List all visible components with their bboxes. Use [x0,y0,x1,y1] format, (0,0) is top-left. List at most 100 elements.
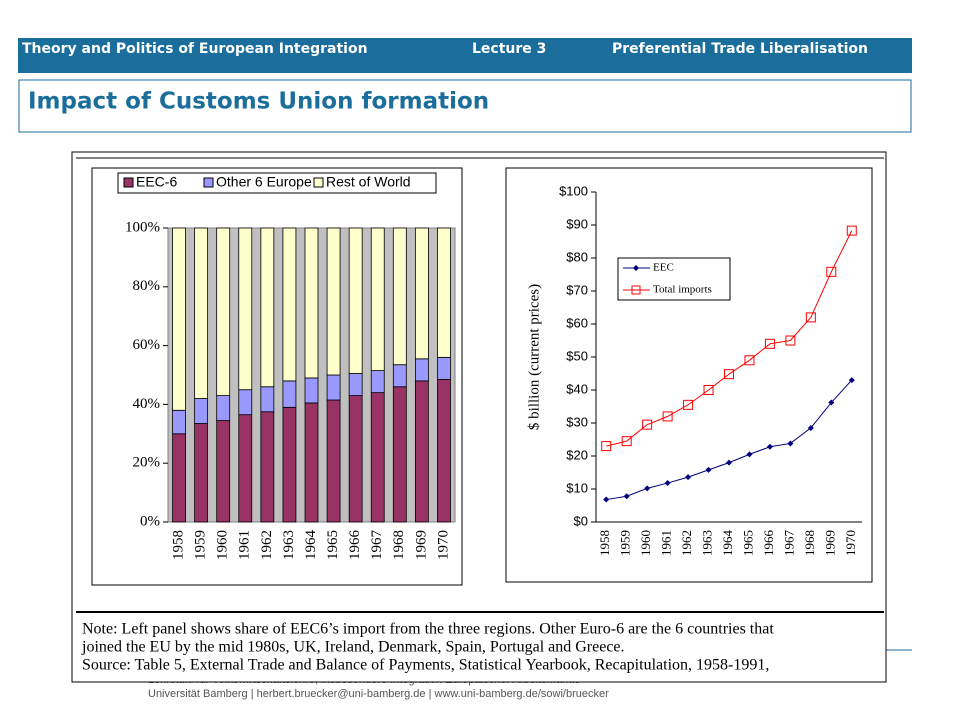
x-tick-label: 1963 [281,530,297,560]
footer-line: Universität Bamberg | herbert.bruecker@u… [148,688,609,700]
bar-segment [260,411,275,523]
marker [766,443,773,450]
bar-segment [172,433,186,523]
bar-segment [437,356,451,380]
bar-segment [216,227,231,396]
x-tick-label: 1963 [700,530,715,556]
bar-segment [304,227,319,379]
legend-label: Rest of World [326,174,411,190]
topic: Preferential Trade Liberalisation [612,41,868,57]
y-tick-label: 40% [133,396,161,412]
bar-segment [348,373,363,396]
x-tick-label: 1964 [303,530,319,561]
bar-segment [370,370,385,394]
x-tick-label: 1959 [618,530,633,556]
slide-title: Impact of Customs Union formation [28,89,489,115]
bar-segment [304,377,319,404]
x-tick-label: 1970 [435,530,451,560]
bar-segment [260,386,275,413]
marker [623,493,630,500]
bar-segment [238,389,253,416]
bar-segment [348,227,363,374]
bar-segment [414,358,429,382]
bar-segment [304,402,319,523]
line [606,230,853,447]
x-tick-label: 1970 [843,530,858,556]
bar-segment [282,380,297,408]
legend-marker [633,265,639,271]
marker [807,424,814,431]
x-tick-label: 1969 [822,530,837,556]
bar-segment [260,227,275,388]
marker [746,451,753,458]
y-tick-label: $100 [559,183,588,198]
legend-label: EEC-6 [136,174,177,190]
bar-segment [326,374,341,401]
marker [744,355,755,366]
x-tick-label: 1968 [802,530,817,556]
legend-swatch [313,177,324,188]
bar-segment [414,380,429,523]
bar-segment [348,395,363,523]
x-tick-label: 1966 [347,530,363,561]
x-tick-label: 1965 [740,530,755,556]
legend-box [117,172,437,194]
x-tick-label: 1967 [369,530,385,561]
bar-segment [172,227,186,411]
x-tick-label: 1962 [259,530,275,560]
bar-segment [216,420,231,523]
y-tick-label: 80% [133,278,161,294]
legend-label: Total imports [653,284,712,296]
bar-segment [392,386,407,523]
marker [642,419,653,430]
bar-segment [370,392,385,523]
marker [764,338,775,349]
lecture: Lecture 3 [472,41,546,57]
header-bar [18,38,912,73]
bar-segment [194,398,209,424]
x-tick-label: 1965 [325,530,341,560]
y-tick-label: 20% [133,455,161,471]
bar-segment [238,414,253,523]
y-axis-label: $ billion (current prices) [526,284,542,430]
legend-label: EEC [653,262,674,274]
title-box [18,79,912,133]
legend-swatch [123,177,134,188]
y-tick-label: $10 [566,480,588,495]
bar-segment [194,423,209,523]
x-tick-label: 1960 [638,530,653,556]
legend-marker [631,285,641,295]
marker [785,335,796,346]
marker [826,266,837,277]
note-line: Note: Left panel shows share of EEC6’s i… [82,621,774,638]
note-line: Source: Table 5, External Trade and Bala… [82,657,769,674]
marker [601,441,612,452]
marker [705,466,712,473]
y-tick-label: $40 [566,381,588,396]
y-tick-label: 100% [125,219,160,235]
course: Theory and Politics of European Integrat… [22,41,368,57]
y-tick-label: $20 [566,447,588,462]
chart-box [505,167,873,583]
bar-segment [238,227,253,391]
x-tick-label: 1958 [170,530,186,560]
marker [685,474,692,481]
marker [724,369,734,380]
bar-segment [437,227,451,358]
y-tick-label: $90 [566,216,588,231]
x-tick-label: 1958 [597,530,612,556]
y-tick-label: $30 [566,414,588,429]
marker [848,377,855,384]
bar-segment [172,409,186,435]
note-line: joined the EU by the mid 1980s, UK, Irel… [81,639,625,656]
bar-segment [194,227,209,399]
x-tick-label: 1961 [237,530,253,560]
y-tick-label: 0% [140,513,160,529]
marker [846,225,857,236]
y-tick-label: 60% [133,337,161,353]
legend-swatch [203,177,214,188]
marker [828,399,835,406]
bar-segment [437,379,451,523]
x-tick-label: 1969 [413,530,429,560]
